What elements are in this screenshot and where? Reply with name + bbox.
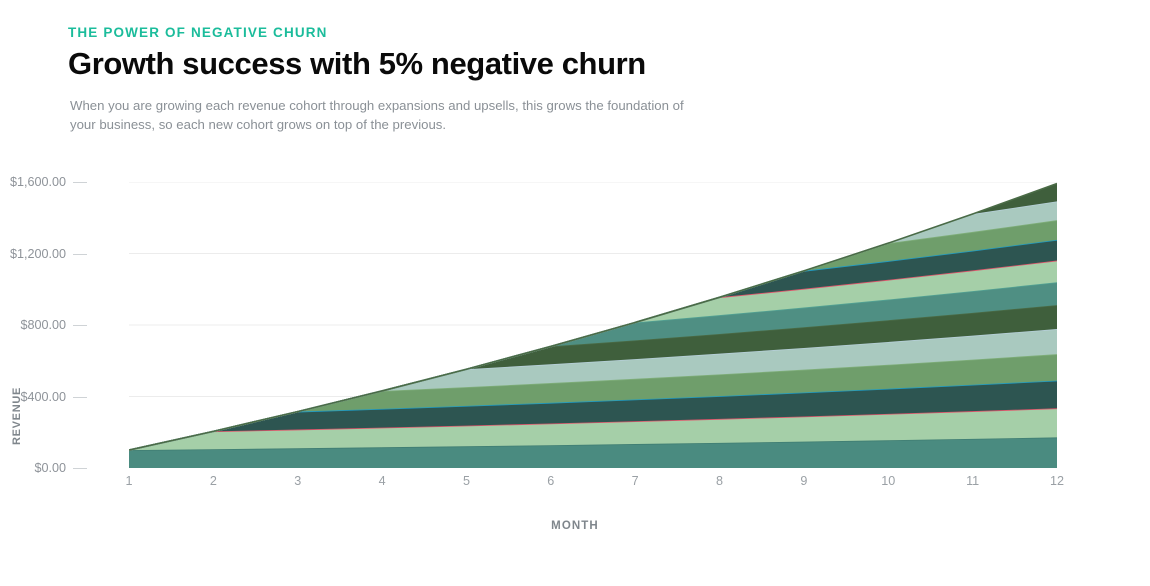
stacked-area-svg (129, 182, 1057, 468)
x-tick-label: 10 (881, 474, 896, 488)
y-axis-title: REVENUE (11, 386, 23, 446)
x-tick-label: 11 (966, 474, 980, 488)
x-tick-label: 8 (716, 474, 724, 488)
x-tick-label: 6 (547, 474, 555, 488)
y-tick-label: $400.00 (0, 390, 87, 404)
y-tick-label: $1,200.00 (0, 247, 87, 261)
y-tick-label: $1,600.00 (0, 175, 87, 189)
kicker-text: THE POWER OF NEGATIVE CHURN (68, 25, 328, 40)
page-title: Growth success with 5% negative churn (68, 45, 646, 81)
x-tick-label: 7 (631, 474, 639, 488)
chart-area: REVENUE MONTH $0.00 $400.00 $800.00 $1,200.… (0, 160, 1150, 560)
y-tick-label: $0.00 (0, 461, 87, 475)
chart-subtitle: When you are growing each revenue cohort… (70, 97, 684, 132)
x-tick-label: 5 (462, 474, 470, 488)
y-tick-label: $800.00 (0, 318, 87, 332)
x-tick-label: 1 (125, 474, 133, 488)
x-axis-title: MONTH (551, 520, 599, 532)
x-tick-label: 3 (294, 474, 302, 488)
x-tick-label: 2 (209, 474, 217, 488)
plot-region (129, 182, 1057, 468)
x-tick-label: 12 (1049, 474, 1065, 488)
chart-header: THE POWER OF NEGATIVE CHURN Growth succe… (68, 25, 968, 134)
x-tick-label: 4 (378, 474, 386, 488)
x-tick-label: 9 (800, 474, 808, 488)
